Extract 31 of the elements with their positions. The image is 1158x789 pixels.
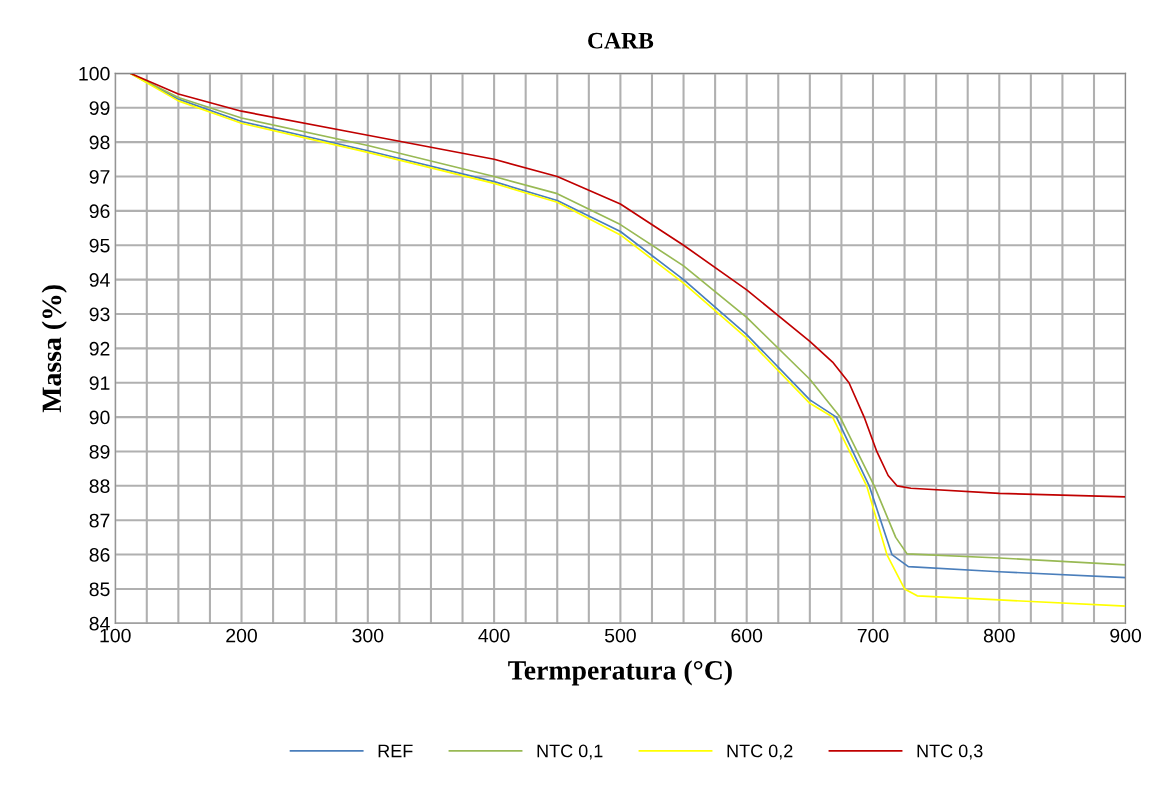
y-tick-label: 87	[89, 513, 110, 528]
x-tick-label: 700	[857, 628, 889, 643]
legend-label: NTC 0,1	[537, 744, 603, 760]
y-tick-label: 94	[89, 273, 110, 287]
y-axis-title: Massa (%)	[41, 285, 67, 413]
x-axis-title: Termperatura (°C)	[508, 660, 732, 686]
y-tick-label: 93	[89, 307, 110, 322]
y-tick-label: 91	[89, 376, 110, 390]
y-tick-label: 86	[89, 548, 110, 562]
x-tick-label: 600	[731, 628, 763, 643]
legend-label: NTC 0,2	[727, 744, 793, 760]
x-tick-label: 500	[604, 628, 636, 643]
x-tick-label: 300	[352, 628, 384, 643]
y-tick-label: 96	[89, 204, 110, 219]
y-tick-label: 98	[89, 135, 110, 150]
y-tick-label: 89	[89, 444, 110, 459]
legend-label: REF	[378, 744, 413, 758]
y-tick-label: 99	[89, 101, 110, 115]
x-tick-label: 200	[226, 628, 257, 643]
y-tick-label: 95	[89, 238, 110, 253]
y-tick-label: 97	[89, 169, 110, 184]
y-tick-label: 85	[89, 582, 110, 597]
legend-label: NTC 0,3	[917, 744, 983, 760]
y-tick-label: 88	[89, 479, 110, 494]
x-tick-label: 400	[478, 628, 510, 643]
y-tick-label: 90	[89, 410, 110, 425]
y-tick-label: 92	[89, 341, 110, 356]
x-tick-label: 800	[983, 628, 1015, 643]
chart-title: CARB	[588, 32, 654, 49]
y-tick-label: 100	[79, 66, 110, 81]
x-tick-label: 900	[1110, 628, 1142, 643]
